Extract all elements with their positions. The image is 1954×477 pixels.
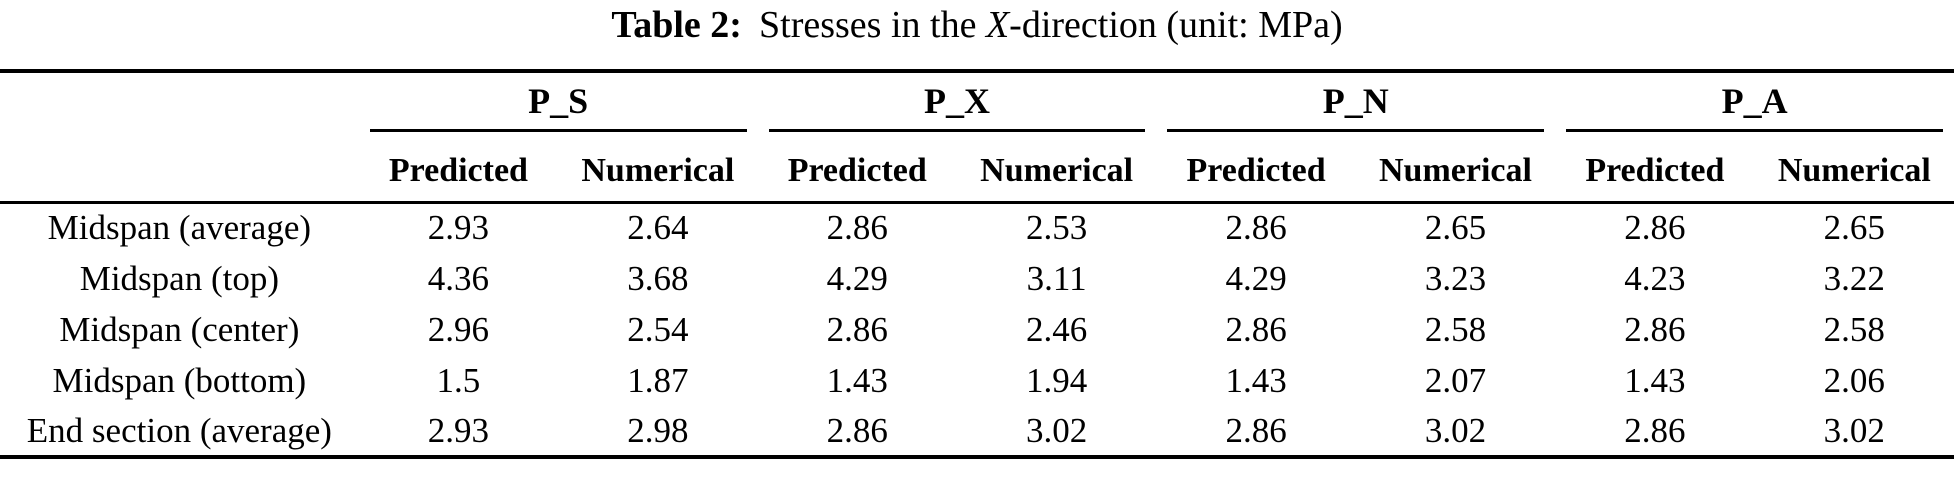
col-header-numerical: Numerical	[1355, 132, 1556, 204]
data-cell: 2.86	[1225, 410, 1287, 450]
col-header-predicted: Predicted	[1555, 132, 1755, 204]
data-cell: 1.43	[826, 360, 888, 400]
data-cell: 2.07	[1424, 360, 1487, 400]
table-row-end-section-average: End section (average) 2.93 2.98 2.86 3.0…	[0, 406, 1954, 457]
row-label: End section (average)	[26, 410, 332, 450]
row-label: Midspan (average)	[47, 208, 312, 248]
data-cell: 3.22	[1823, 258, 1885, 298]
subheader-row: Predicted Numerical Predicted Numerical …	[0, 132, 1954, 204]
corner-cell	[0, 71, 359, 132]
data-cell: 2.46	[1026, 309, 1088, 349]
data-cell: 2.06	[1823, 360, 1885, 400]
caption-text-post: -direction (unit: MPa)	[1009, 4, 1343, 46]
data-cell: 3.02	[1424, 410, 1487, 450]
row-label: Midspan (center)	[59, 309, 300, 349]
group-label: P_S	[369, 73, 747, 132]
caption-number: Table 2:	[611, 4, 742, 46]
group-header-row: P_S P_X P_N P_A	[0, 71, 1954, 132]
table-row-midspan-top: Midspan (top) 4.36 3.68 4.29 3.11 4.29 3…	[0, 253, 1954, 304]
data-cell: 2.86	[826, 208, 888, 248]
data-cell: 2.86	[1624, 309, 1686, 349]
col-header-numerical: Numerical	[558, 132, 758, 204]
data-cell: 2.93	[427, 410, 490, 450]
data-cell: 2.58	[1823, 309, 1885, 349]
group-label: P_X	[768, 73, 1146, 132]
col-header-predicted: Predicted	[757, 132, 957, 204]
group-header-pa: P_A	[1555, 71, 1954, 132]
data-cell: 2.65	[1424, 208, 1487, 248]
data-cell: 2.65	[1823, 208, 1885, 248]
data-cell: 2.58	[1424, 309, 1487, 349]
row-label: Midspan (bottom)	[52, 360, 307, 400]
data-cell: 2.86	[1225, 208, 1287, 248]
data-cell: 2.96	[427, 309, 490, 349]
table-row-midspan-center: Midspan (center) 2.96 2.54 2.86 2.46 2.8…	[0, 304, 1954, 355]
group-header-pn: P_N	[1156, 71, 1555, 132]
data-cell: 2.54	[627, 309, 689, 349]
data-cell: 4.23	[1624, 258, 1686, 298]
corner-cell	[0, 132, 359, 204]
data-cell: 1.87	[627, 360, 689, 400]
data-cell: 2.86	[826, 410, 888, 450]
group-header-px: P_X	[758, 71, 1157, 132]
data-cell: 2.86	[826, 309, 888, 349]
data-cell: 2.64	[627, 208, 689, 248]
data-cell: 3.23	[1424, 258, 1487, 298]
row-label: Midspan (top)	[79, 258, 279, 298]
col-header-numerical: Numerical	[956, 132, 1157, 204]
data-cell: 1.43	[1624, 360, 1686, 400]
data-cell: 2.86	[1624, 410, 1686, 450]
group-label: P_A	[1566, 73, 1943, 132]
group-header-ps: P_S	[359, 71, 758, 132]
col-header-numerical: Numerical	[1754, 132, 1954, 204]
group-label: P_N	[1167, 73, 1545, 132]
data-cell: 2.86	[1225, 309, 1287, 349]
data-cell: 2.86	[1624, 208, 1686, 248]
data-cell: 3.02	[1823, 410, 1885, 450]
data-cell: 3.02	[1026, 410, 1088, 450]
table-row-midspan-average: Midspan (average) 2.93 2.64 2.86 2.53 2.…	[0, 202, 1954, 253]
data-cell: 3.11	[1026, 258, 1087, 298]
data-cell: 4.36	[427, 258, 490, 298]
data-cell: 2.98	[627, 410, 689, 450]
data-cell: 4.29	[1225, 258, 1287, 298]
data-cell: 2.53	[1026, 208, 1088, 248]
table-caption: Table 2: Stresses in the X -direction (uni…	[0, 0, 1954, 69]
data-cell: 4.29	[826, 258, 888, 298]
table-row-midspan-bottom: Midspan (bottom) 1.5 1.87 1.43 1.94 1.43…	[0, 355, 1954, 406]
col-header-predicted: Predicted	[358, 132, 559, 204]
caption-text-italic: X	[985, 4, 1010, 46]
data-cell: 1.5	[436, 360, 481, 400]
data-cell: 1.43	[1225, 360, 1287, 400]
data-cell: 1.94	[1026, 360, 1088, 400]
data-cell: 3.68	[627, 258, 689, 298]
caption-text-pre: Stresses in the	[759, 4, 986, 46]
data-cell: 2.93	[427, 208, 490, 248]
stress-table: P_S P_X P_N P_A Predicted Numerical Pred…	[0, 69, 1954, 459]
col-header-predicted: Predicted	[1156, 132, 1356, 204]
